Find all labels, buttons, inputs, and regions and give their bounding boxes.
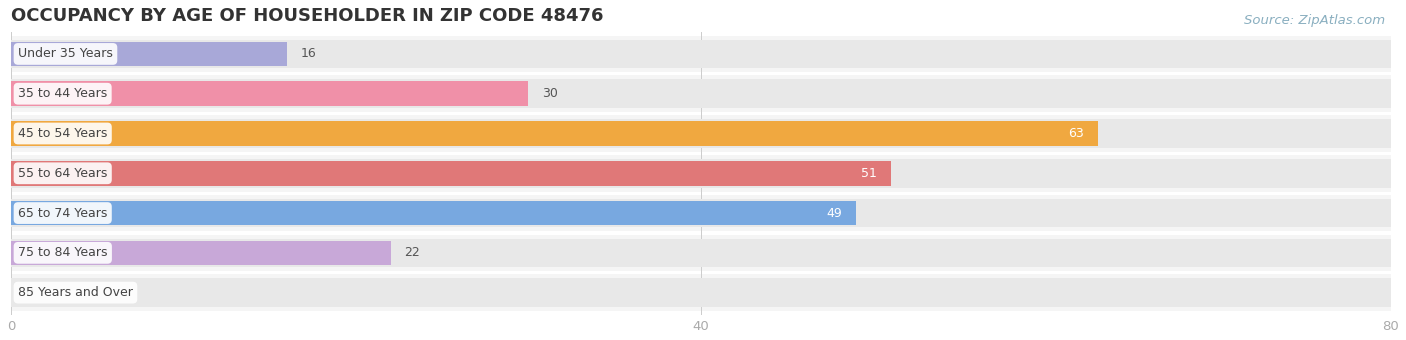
Text: 22: 22 <box>405 246 420 259</box>
Bar <box>11 235 1391 271</box>
Bar <box>11 75 1391 112</box>
Text: 75 to 84 Years: 75 to 84 Years <box>18 246 107 259</box>
Bar <box>11 41 287 66</box>
Bar <box>11 201 856 225</box>
Bar <box>11 119 1391 148</box>
Bar <box>11 80 1391 108</box>
Bar <box>11 274 1391 311</box>
Text: 30: 30 <box>543 87 558 100</box>
Text: 55 to 64 Years: 55 to 64 Years <box>18 167 107 180</box>
Text: 51: 51 <box>860 167 877 180</box>
Bar <box>11 159 1391 188</box>
Bar <box>11 40 1391 68</box>
Bar <box>11 278 1391 307</box>
Bar <box>11 199 1391 227</box>
Text: Source: ZipAtlas.com: Source: ZipAtlas.com <box>1244 14 1385 27</box>
Text: 63: 63 <box>1069 127 1084 140</box>
Bar <box>11 121 1098 146</box>
Text: 49: 49 <box>827 207 842 220</box>
Text: 65 to 74 Years: 65 to 74 Years <box>18 207 107 220</box>
Text: OCCUPANCY BY AGE OF HOUSEHOLDER IN ZIP CODE 48476: OCCUPANCY BY AGE OF HOUSEHOLDER IN ZIP C… <box>11 7 603 25</box>
Bar <box>11 155 1391 191</box>
Bar <box>11 81 529 106</box>
Bar <box>11 115 1391 152</box>
Bar <box>11 239 1391 267</box>
Bar <box>11 36 1391 72</box>
Text: 85 Years and Over: 85 Years and Over <box>18 286 134 299</box>
Bar <box>11 240 391 265</box>
Text: 35 to 44 Years: 35 to 44 Years <box>18 87 107 100</box>
Bar <box>11 161 890 186</box>
Text: 45 to 54 Years: 45 to 54 Years <box>18 127 107 140</box>
Text: Under 35 Years: Under 35 Years <box>18 48 112 61</box>
Text: 16: 16 <box>301 48 316 61</box>
Bar <box>11 195 1391 231</box>
Text: 0: 0 <box>25 286 32 299</box>
